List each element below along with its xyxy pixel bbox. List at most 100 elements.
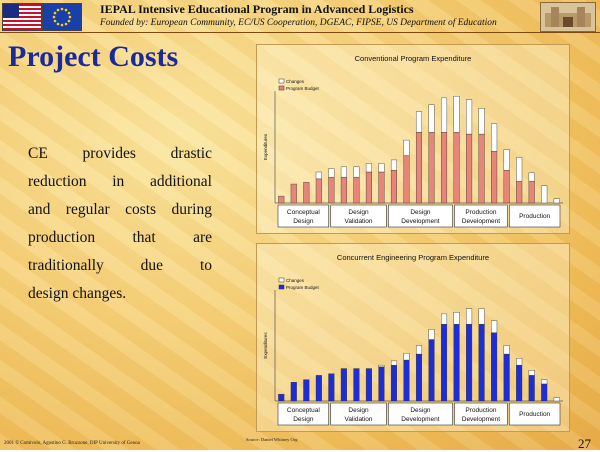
legend-label-changes: Changes [286, 79, 305, 84]
phase-label: Production [519, 411, 550, 418]
legend-swatch-budget [278, 85, 285, 91]
concurrent-chart-panel: Concurrent Engineering Program Expenditu… [256, 243, 570, 432]
body-word: provides [82, 145, 136, 162]
bar-program-budget [516, 181, 523, 204]
bar-program-budget [303, 379, 310, 402]
footer-source-credit: Source: Daniel Whitney Org [246, 437, 298, 442]
body-word: drastic [170, 145, 212, 162]
bar-changes [553, 198, 560, 204]
body-word: traditionally [28, 257, 104, 274]
phase-box [454, 204, 508, 228]
bar-changes [441, 97, 448, 133]
phase-box [454, 402, 508, 426]
bar-changes [353, 166, 360, 178]
bar-changes [503, 345, 510, 355]
phase-label: Design [410, 407, 431, 414]
bar-changes [403, 352, 410, 361]
bar-program-budget [428, 132, 435, 204]
phase-label: Conceptual [287, 209, 320, 216]
bar-program-budget [491, 151, 498, 204]
bar-changes [365, 163, 372, 173]
phase-label: Development [462, 218, 500, 225]
legend-swatch-changes [278, 78, 285, 84]
bar-changes [453, 95, 460, 133]
bar-changes [541, 185, 548, 204]
bar-changes [466, 308, 473, 325]
bar-program-budget [503, 170, 510, 204]
body-word: to [199, 257, 212, 274]
bar-program-budget [466, 323, 473, 402]
bar-program-budget [390, 364, 397, 402]
bar-program-budget [403, 155, 410, 204]
bar-changes [528, 370, 535, 376]
bar-changes [478, 108, 485, 135]
header-divider [0, 32, 600, 33]
bar-program-budget [528, 181, 535, 204]
bar-changes [378, 364, 385, 368]
bar-program-budget [378, 171, 385, 204]
legend-swatch-changes [278, 277, 285, 283]
bar-changes [315, 171, 322, 180]
bar-program-budget [278, 195, 285, 204]
phase-box [388, 204, 453, 228]
eu-flag-icon [42, 3, 82, 31]
bar-program-budget [441, 132, 448, 204]
bar-program-budget [353, 368, 360, 402]
phase-label: Validation [344, 218, 372, 225]
phase-label: Design [293, 218, 314, 225]
bar-program-budget [541, 383, 548, 402]
body-word: additional [149, 173, 212, 190]
bar-changes [441, 313, 448, 325]
body-line: design changes. [28, 280, 212, 308]
header-subtitle: Founded by: European Community, EC/US Co… [100, 18, 497, 28]
body-word: CE [28, 145, 48, 162]
bar-program-budget [378, 366, 385, 402]
bar-changes [516, 157, 523, 182]
bar-program-budget [415, 132, 423, 204]
phase-box [388, 402, 453, 426]
bar-program-budget [290, 382, 297, 402]
phase-box [330, 402, 387, 426]
body-word: in [112, 173, 125, 190]
bar-program-budget [503, 353, 510, 402]
body-paragraph: CE provides drastic reduction in additional an… [28, 140, 212, 308]
body-word: that [132, 229, 156, 246]
body-word: regular [65, 201, 110, 218]
body-word: design changes. [28, 285, 127, 302]
legend-label-budget: Program Budget [286, 86, 320, 91]
footer-copyright: 2001 © Comivolo, Agostino G. Bruzzone, D… [4, 441, 140, 446]
bar-program-budget [328, 176, 335, 204]
bar-changes [553, 397, 560, 402]
bar-program-budget [315, 375, 322, 402]
bar-program-budget [390, 170, 397, 204]
bar-program-budget [315, 178, 322, 204]
bar-program-budget [478, 323, 485, 402]
bar-changes [428, 329, 435, 340]
bar-changes [390, 360, 397, 366]
bar-changes [415, 111, 423, 133]
body-line: CE provides drastic [28, 140, 212, 168]
bar-program-budget [491, 332, 498, 402]
body-word: are [193, 229, 212, 246]
phase-label: Development [401, 416, 439, 423]
conventional-chart-panel: Conventional Program Expenditure Expendit… [256, 44, 570, 234]
body-word: due [140, 257, 164, 274]
bar-changes [340, 166, 347, 178]
bar-changes [516, 358, 523, 366]
body-word: during [171, 201, 212, 218]
bar-changes [415, 345, 423, 355]
header-bar: IEPAL Intensive Educational Program in A… [0, 0, 600, 34]
phase-label: Production [519, 213, 550, 220]
bar-program-budget [441, 323, 448, 402]
bar-changes [466, 99, 473, 135]
bar-changes [390, 159, 397, 171]
bar-program-budget [328, 373, 335, 402]
us-flag-icon [2, 3, 42, 31]
chart-title: Concurrent Engineering Program Expenditu… [337, 253, 489, 262]
body-line: reduction in additional [28, 168, 212, 196]
phase-label: Development [462, 416, 500, 423]
phase-label: Production [465, 407, 496, 414]
phase-label: Production [465, 209, 496, 216]
bar-program-budget [353, 176, 360, 204]
phase-label: Design [348, 407, 369, 414]
